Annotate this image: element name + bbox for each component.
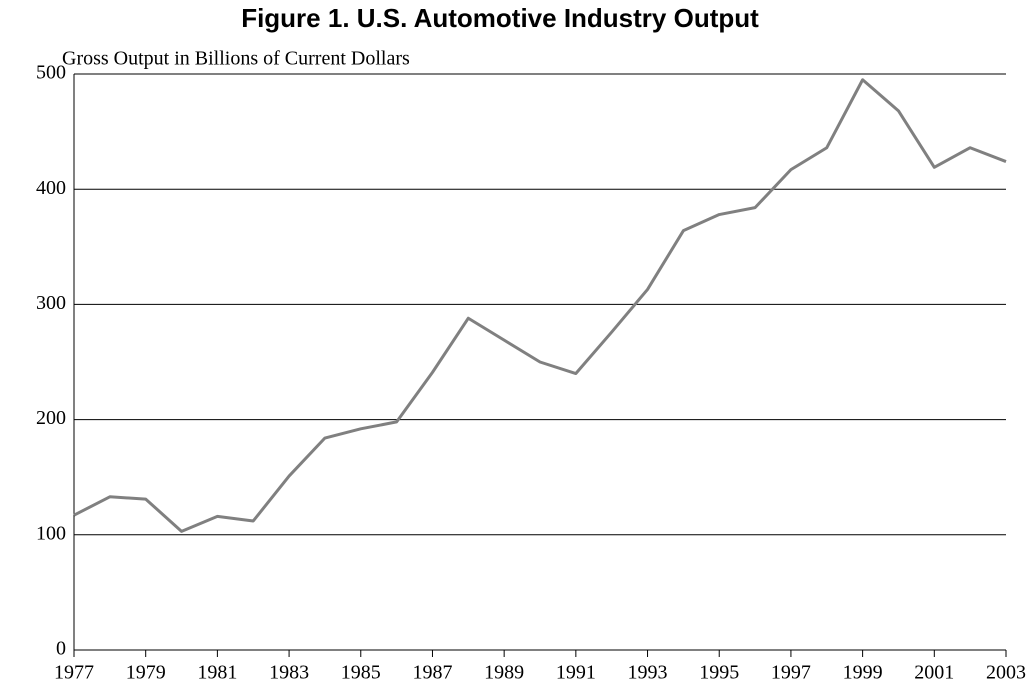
y-tick-label: 0 [56,638,66,660]
x-tick-label: 1977 [54,662,94,684]
x-tick-label: 2001 [914,662,954,684]
x-tick-label: 1999 [843,662,883,684]
y-tick-label: 500 [36,62,66,84]
x-tick-label: 1989 [484,662,524,684]
x-tick-label: 1997 [771,662,811,684]
x-tick-label: 1985 [341,662,381,684]
y-tick-label: 400 [36,177,66,199]
x-tick-label: 1979 [126,662,166,684]
x-tick-label: 1983 [269,662,309,684]
y-tick-label: 100 [36,522,66,544]
x-tick-label: 1993 [628,662,668,684]
y-tick-label: 300 [36,292,66,314]
x-tick-label: 1995 [699,662,739,684]
x-tick-label: 1991 [556,662,596,684]
y-axis-label: Gross Output in Billions of Current Doll… [62,48,410,70]
x-tick-label: 1981 [197,662,237,684]
x-tick-label: 1987 [412,662,452,684]
y-tick-label: 200 [36,407,66,429]
data-line [73,78,1007,533]
chart-title: Figure 1. U.S. Automotive Industry Outpu… [241,3,759,33]
x-tick-label: 2003 [986,662,1026,684]
